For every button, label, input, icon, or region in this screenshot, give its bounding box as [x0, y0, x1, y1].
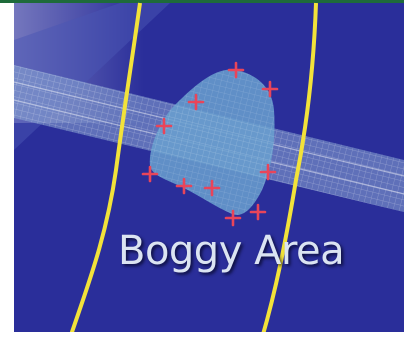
plus-marker-icon — [261, 80, 279, 98]
markers — [141, 61, 279, 227]
boggy-area-texture — [149, 69, 275, 215]
plus-marker-icon — [224, 209, 242, 227]
plus-marker-icon — [141, 165, 159, 183]
plus-marker-icon — [155, 117, 173, 135]
plus-marker-icon — [249, 203, 267, 221]
top-bar — [0, 0, 404, 3]
plus-marker-icon — [227, 61, 245, 79]
plus-marker-icon — [259, 163, 277, 181]
bottom-white-strip — [14, 332, 404, 338]
plus-marker-icon — [203, 179, 221, 197]
left-boundary-line — [68, 2, 142, 338]
right-boundary-line — [260, 2, 318, 338]
plus-marker-icon — [175, 177, 193, 195]
boggy-area-label: Boggy Area — [118, 228, 345, 274]
plus-marker-icon — [187, 93, 205, 111]
